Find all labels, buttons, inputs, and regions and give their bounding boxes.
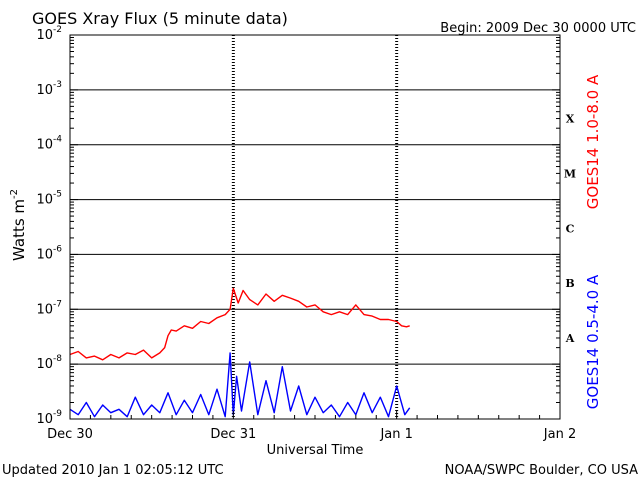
y-tick-label: 10-3 <box>36 80 62 98</box>
y-axis-label-group: Watts m-2 <box>9 189 28 261</box>
x-tick-label: Jan 2 <box>543 427 576 442</box>
legend-goes14-short: GOES14 0.5-4.0 A <box>584 274 602 409</box>
y-tick-label: 10-6 <box>36 244 62 262</box>
flare-class-c: C <box>566 222 575 235</box>
flare-class-m: M <box>564 167 576 180</box>
flare-class-x: X <box>566 113 575 126</box>
legend-goes14-long: GOES14 1.0-8.0 A <box>584 74 602 209</box>
y-axis-label-exponent: -2 <box>9 189 20 199</box>
x-tick-label: Jan 1 <box>379 427 412 442</box>
y-tick-label: 10-8 <box>36 354 62 372</box>
series-lines <box>69 287 411 418</box>
y-axis-ticks: 10-2 10-3 10-4 10-5 10-6 10-7 10-8 10-9 <box>36 25 560 427</box>
y-tick-label: 10-9 <box>36 409 62 427</box>
x-tick-label: Dec 30 <box>47 427 93 442</box>
series-line-0 <box>69 287 410 361</box>
y-tick-label: 10-4 <box>36 135 62 153</box>
flare-class-a: A <box>565 332 575 345</box>
chart-title: GOES Xray Flux (5 minute data) <box>32 9 288 28</box>
series-line-1 <box>69 352 411 418</box>
legend-red-group: GOES14 1.0-8.0 A <box>584 74 602 209</box>
flare-class-b: B <box>565 277 574 290</box>
y-axis-label: Watts m-2 <box>9 189 28 261</box>
y-tick-label: 10-7 <box>36 299 62 317</box>
plot-frame <box>69 34 561 420</box>
x-tick-label: Dec 31 <box>210 427 256 442</box>
grid <box>70 34 560 420</box>
legend-blue-group: GOES14 0.5-4.0 A <box>584 274 602 409</box>
x-axis-label: Universal Time <box>267 443 364 458</box>
x-axis-ticks: Dec 30 Dec 31 Jan 1 Jan 2 <box>47 411 576 442</box>
updated-footer: Updated 2010 Jan 1 02:05:12 UTC <box>2 463 224 478</box>
y-tick-label: 10-5 <box>36 190 62 208</box>
begin-label: Begin: 2009 Dec 30 0000 UTC <box>440 21 636 36</box>
source-footer: NOAA/SWPC Boulder, CO USA <box>445 463 638 478</box>
flare-class-labels: X M C B A <box>564 113 576 345</box>
y-axis-label-text: Watts m <box>10 199 28 261</box>
y-tick-label: 10-2 <box>36 25 62 43</box>
